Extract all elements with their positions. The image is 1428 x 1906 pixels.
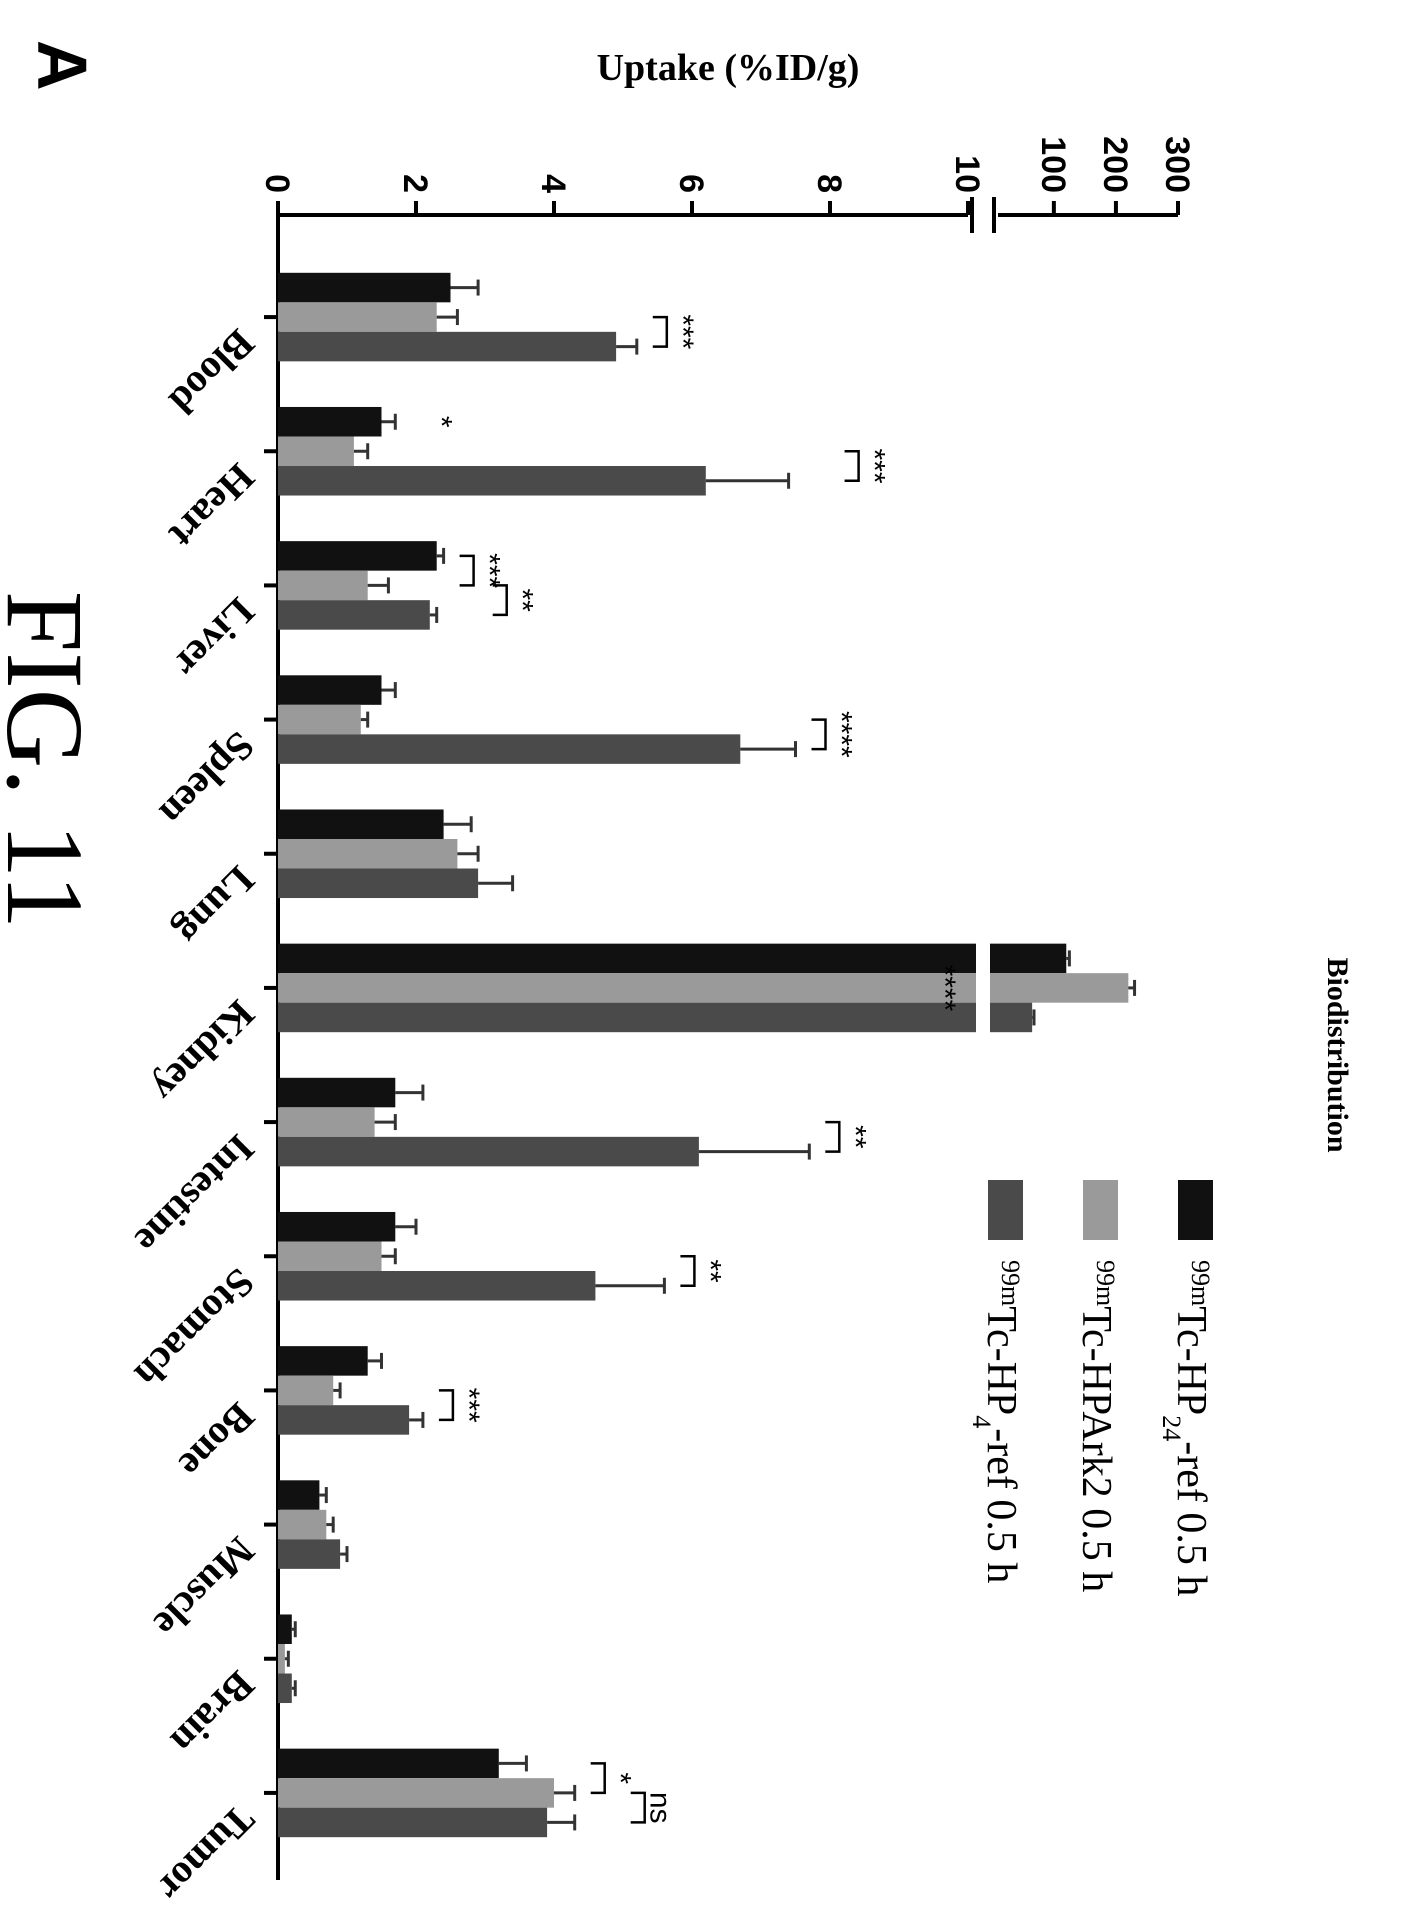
bar-bone-s1 bbox=[277, 1375, 334, 1406]
y-tick-label: 100 bbox=[1034, 136, 1072, 193]
figure-label: FIG. 11 bbox=[0, 591, 106, 929]
bar-tumor-s2 bbox=[277, 1807, 548, 1838]
y-tick-label: 8 bbox=[810, 174, 848, 193]
legend-swatch-1 bbox=[1083, 1180, 1118, 1240]
bar-tumor-s1 bbox=[278, 1778, 554, 1808]
bar-bone-s0 bbox=[277, 1346, 368, 1376]
bar-blood-s2 bbox=[277, 331, 617, 362]
bar-lung-s1 bbox=[278, 838, 458, 869]
bar-intestine-s2 bbox=[278, 1136, 699, 1167]
bar-tumor-s0 bbox=[277, 1748, 499, 1779]
x-tick-label: Brain bbox=[162, 1662, 263, 1763]
x-tick-label: Stomach bbox=[126, 1260, 263, 1397]
y-tick-label: 0 bbox=[258, 174, 296, 193]
x-tick-label: Muscle bbox=[145, 1528, 263, 1646]
y-tick-label: 2 bbox=[396, 174, 434, 193]
x-tick-label: Heart bbox=[160, 455, 263, 558]
bar-blood-s0 bbox=[278, 272, 451, 303]
significance-bracket bbox=[825, 1120, 841, 1153]
bar-intestine-s0 bbox=[278, 1077, 396, 1108]
legend-entry-0: 99mTc-HP24-ref 0.5 h bbox=[1158, 1260, 1216, 1596]
bar-spleen-s0 bbox=[278, 675, 382, 705]
bar-lung-s2 bbox=[277, 868, 479, 899]
x-tick-label: Bone bbox=[170, 1394, 263, 1487]
bar-stomach-s2 bbox=[278, 1271, 596, 1301]
bar-muscle-s1 bbox=[278, 1509, 327, 1540]
x-tick-label: Intestine bbox=[126, 1126, 263, 1263]
y-tick-label: 200 bbox=[1096, 136, 1134, 193]
legend-swatch-0 bbox=[1178, 1180, 1213, 1240]
significance-label: *** bbox=[666, 314, 699, 349]
bar-liver-s0 bbox=[278, 541, 437, 571]
x-tick-label: Lung bbox=[167, 857, 263, 953]
significance-label: *** bbox=[473, 553, 506, 588]
y-tick-label: 10 bbox=[948, 155, 986, 193]
significance-label: ** bbox=[838, 1125, 871, 1149]
bar-stomach-s0 bbox=[278, 1211, 396, 1242]
significance-bracket bbox=[459, 554, 475, 587]
bar-spleen-s1 bbox=[278, 704, 361, 735]
bar-liver-s2 bbox=[277, 600, 430, 630]
x-tick-label: Tumor bbox=[149, 1797, 263, 1906]
y-tick-label: 6 bbox=[672, 174, 710, 193]
significance-label: ** bbox=[693, 1259, 726, 1283]
significance-label: * bbox=[424, 416, 457, 428]
bar-heart-s1 bbox=[278, 436, 354, 467]
significance-label: *** bbox=[452, 1388, 485, 1423]
chart-title: Biodistribution bbox=[1321, 957, 1354, 1152]
significance-bracket bbox=[590, 1762, 606, 1795]
axis-break-gap bbox=[976, 220, 990, 1865]
legend-swatch-2 bbox=[988, 1180, 1023, 1240]
bar-lung-s0 bbox=[277, 809, 444, 839]
significance-label: ns bbox=[644, 1792, 677, 1824]
x-tick-label: Kidney bbox=[144, 992, 264, 1112]
legend-entry-2: 99mTc-HP4-ref 0.5 h bbox=[968, 1260, 1026, 1583]
bar-kidney-s0 bbox=[277, 943, 1067, 974]
significance-bracket bbox=[492, 584, 508, 617]
bar-muscle-s2 bbox=[277, 1539, 341, 1569]
bar-liver-s1 bbox=[277, 570, 368, 601]
bar-blood-s1 bbox=[278, 302, 437, 332]
significance-bracket bbox=[844, 450, 860, 483]
bar-brain-s1 bbox=[278, 1643, 285, 1674]
bar-kidney-s1 bbox=[277, 973, 1129, 1003]
significance-label: *** bbox=[858, 448, 891, 483]
significance-label: **** bbox=[825, 711, 858, 758]
bar-spleen-s2 bbox=[278, 734, 741, 764]
bar-heart-s0 bbox=[278, 406, 382, 437]
bar-kidney-s2 bbox=[278, 1002, 1033, 1033]
y-axis-label: Uptake (%ID/g) bbox=[597, 47, 860, 89]
significance-label: **** bbox=[928, 965, 961, 1012]
significance-label: * bbox=[604, 1772, 637, 1784]
significance-bracket bbox=[652, 315, 669, 348]
significance-bracket bbox=[680, 1255, 696, 1288]
y-tick-label: 4 bbox=[534, 174, 572, 193]
bar-heart-s2 bbox=[278, 466, 706, 496]
bar-brain-s0 bbox=[278, 1614, 292, 1644]
panel-label: A bbox=[23, 40, 101, 91]
bar-intestine-s1 bbox=[277, 1107, 375, 1137]
bar-brain-s2 bbox=[278, 1673, 292, 1704]
significance-bracket bbox=[438, 1389, 455, 1422]
x-tick-label: Spleen bbox=[151, 723, 263, 835]
significance-bracket bbox=[630, 1791, 646, 1824]
y-tick-label: 300 bbox=[1158, 136, 1196, 193]
significance-bracket bbox=[811, 718, 827, 751]
significance-label: ** bbox=[506, 588, 539, 612]
bar-bone-s2 bbox=[277, 1405, 410, 1435]
bar-stomach-s1 bbox=[278, 1241, 382, 1272]
x-tick-label: Liver bbox=[166, 589, 264, 687]
legend-entry-1: 99mTc-HPArk2 0.5 h bbox=[1073, 1260, 1121, 1592]
x-tick-label: Blood bbox=[161, 321, 264, 424]
bar-muscle-s0 bbox=[278, 1480, 320, 1510]
